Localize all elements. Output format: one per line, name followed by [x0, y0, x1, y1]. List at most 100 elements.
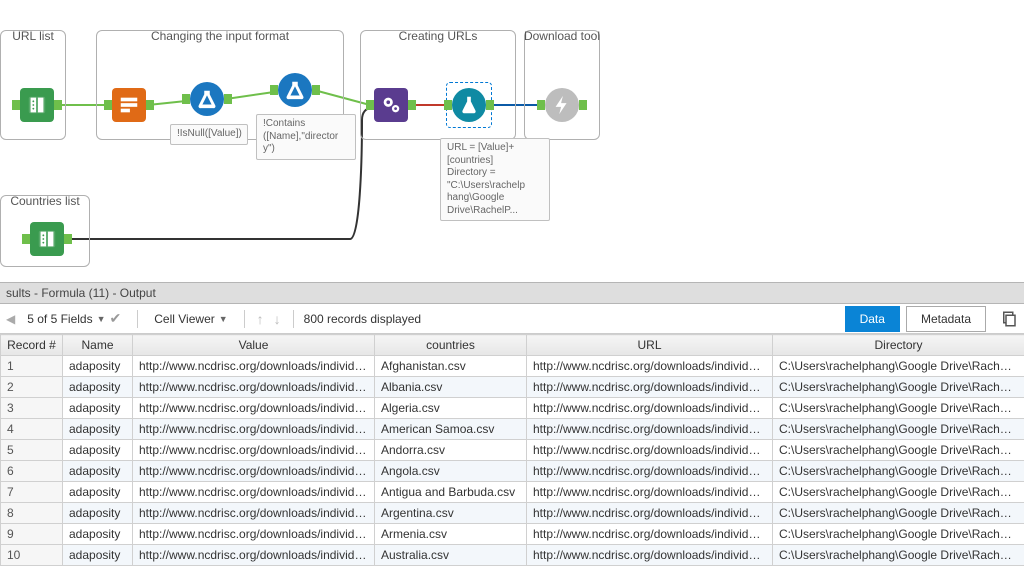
tool-formula1[interactable]	[190, 82, 224, 116]
tab-metadata[interactable]: Metadata	[906, 306, 986, 332]
input-port[interactable]	[537, 100, 545, 110]
cell[interactable]: adaposity	[63, 440, 133, 461]
cell[interactable]: http://www.ncdrisc.org/downloads/individ…	[527, 377, 773, 398]
output-port[interactable]	[64, 234, 72, 244]
cell[interactable]: 6	[1, 461, 63, 482]
cell[interactable]: Argentina.csv	[375, 503, 527, 524]
cell[interactable]: C:\Users\rachelphang\Google Drive\Rachel…	[773, 461, 1024, 482]
cell[interactable]: http://www.ncdrisc.org/downloads/individ…	[133, 356, 375, 377]
cell[interactable]: Andorra.csv	[375, 440, 527, 461]
output-port[interactable]	[408, 100, 416, 110]
cell[interactable]: http://www.ncdrisc.org/downloads/individ…	[527, 398, 773, 419]
cell[interactable]: http://www.ncdrisc.org/downloads/individ…	[527, 545, 773, 566]
cell[interactable]: http://www.ncdrisc.org/downloads/individ…	[527, 461, 773, 482]
workflow-canvas[interactable]: URL listChanging the input formatCreatin…	[0, 0, 1024, 282]
cell[interactable]: American Samoa.csv	[375, 419, 527, 440]
cell[interactable]: http://www.ncdrisc.org/downloads/individ…	[133, 545, 375, 566]
cell[interactable]: adaposity	[63, 377, 133, 398]
cell[interactable]: C:\Users\rachelphang\Google Drive\Rachel…	[773, 398, 1024, 419]
input-port[interactable]	[444, 100, 452, 110]
tool-input1[interactable]	[20, 88, 54, 122]
sort-down-icon[interactable]: ↓	[272, 311, 283, 327]
cell[interactable]: Armenia.csv	[375, 524, 527, 545]
cell[interactable]: C:\Users\rachelphang\Google Drive\Rachel…	[773, 440, 1024, 461]
cell[interactable]: adaposity	[63, 356, 133, 377]
cell[interactable]: http://www.ncdrisc.org/downloads/individ…	[133, 524, 375, 545]
cell[interactable]: adaposity	[63, 398, 133, 419]
cell[interactable]: Antigua and Barbuda.csv	[375, 482, 527, 503]
tool-download[interactable]	[545, 88, 579, 122]
column-header[interactable]: Directory	[773, 335, 1024, 356]
column-header[interactable]: Record #	[1, 335, 63, 356]
cell[interactable]: C:\Users\rachelphang\Google Drive\Rachel…	[773, 482, 1024, 503]
table-row[interactable]: 10adaposityhttp://www.ncdrisc.org/downlo…	[1, 545, 1024, 566]
table-row[interactable]: 7adaposityhttp://www.ncdrisc.org/downloa…	[1, 482, 1024, 503]
cell[interactable]: 1	[1, 356, 63, 377]
copy-icon[interactable]	[1000, 310, 1018, 328]
column-header[interactable]: countries	[375, 335, 527, 356]
cell[interactable]: http://www.ncdrisc.org/downloads/individ…	[527, 419, 773, 440]
cell[interactable]: Australia.csv	[375, 545, 527, 566]
cell[interactable]: http://www.ncdrisc.org/downloads/individ…	[133, 503, 375, 524]
cell[interactable]: http://www.ncdrisc.org/downloads/individ…	[133, 440, 375, 461]
cell[interactable]: adaposity	[63, 461, 133, 482]
output-port[interactable]	[579, 100, 587, 110]
cell[interactable]: adaposity	[63, 503, 133, 524]
table-row[interactable]: 8adaposityhttp://www.ncdrisc.org/downloa…	[1, 503, 1024, 524]
cell[interactable]: C:\Users\rachelphang\Google Drive\Rachel…	[773, 545, 1024, 566]
cell[interactable]: Angola.csv	[375, 461, 527, 482]
input-port[interactable]	[270, 85, 278, 95]
output-port[interactable]	[486, 100, 494, 110]
cell[interactable]: C:\Users\rachelphang\Google Drive\Rachel…	[773, 524, 1024, 545]
column-header[interactable]: URL	[527, 335, 773, 356]
cell[interactable]: http://www.ncdrisc.org/downloads/individ…	[133, 377, 375, 398]
cell[interactable]: http://www.ncdrisc.org/downloads/individ…	[133, 482, 375, 503]
cell[interactable]: 7	[1, 482, 63, 503]
column-header[interactable]: Name	[63, 335, 133, 356]
cell[interactable]: http://www.ncdrisc.org/downloads/individ…	[133, 419, 375, 440]
cell[interactable]: adaposity	[63, 545, 133, 566]
results-grid[interactable]: Record #NameValuecountriesURLDirectory 1…	[0, 334, 1024, 566]
tool-textcols[interactable]	[112, 88, 146, 122]
tool-input2[interactable]	[30, 222, 64, 256]
input-port[interactable]	[366, 100, 374, 110]
cell[interactable]: 9	[1, 524, 63, 545]
table-row[interactable]: 9adaposityhttp://www.ncdrisc.org/downloa…	[1, 524, 1024, 545]
input-port[interactable]	[22, 234, 30, 244]
cell[interactable]: 8	[1, 503, 63, 524]
cell[interactable]: http://www.ncdrisc.org/downloads/individ…	[527, 482, 773, 503]
input-port[interactable]	[182, 94, 190, 104]
cell[interactable]: adaposity	[63, 419, 133, 440]
cell[interactable]: adaposity	[63, 482, 133, 503]
cell[interactable]: 10	[1, 545, 63, 566]
table-row[interactable]: 3adaposity http://www.ncdrisc.org/downloa…	[1, 398, 1024, 419]
cell[interactable]: 5	[1, 440, 63, 461]
cell[interactable]: 2	[1, 377, 63, 398]
cell[interactable]: http://www.ncdrisc.org/downloads/individ…	[527, 356, 773, 377]
table-row[interactable]: 2adaposityhttp://www.ncdrisc.org/downloa…	[1, 377, 1024, 398]
table-row[interactable]: 5adaposityhttp://www.ncdrisc.org/downloa…	[1, 440, 1024, 461]
tab-data[interactable]: Data	[845, 306, 900, 332]
table-row[interactable]: 4adaposityhttp://www.ncdrisc.org/downloa…	[1, 419, 1024, 440]
cell[interactable]: Algeria.csv	[375, 398, 527, 419]
cell[interactable]: http://www.ncdrisc.org/downloads/individ…	[527, 503, 773, 524]
container-creating[interactable]: Creating URLs	[360, 30, 516, 140]
cell[interactable]: 3	[1, 398, 63, 419]
cell[interactable]: http://www.ncdrisc.org/downloads/individ…	[133, 461, 375, 482]
cell[interactable]: http://www.ncdrisc.org/downloads/individ…	[527, 440, 773, 461]
tool-formula3[interactable]	[452, 88, 486, 122]
edge-scroll[interactable]: ◀	[6, 312, 15, 326]
cell[interactable]: C:\Users\rachelphang\Google Drive\Rachel…	[773, 356, 1024, 377]
cell[interactable]: Albania.csv	[375, 377, 527, 398]
cell[interactable]: Afghanistan.csv	[375, 356, 527, 377]
fields-selector[interactable]: 5 of 5 Fields ▼ ✔	[21, 308, 127, 329]
column-header[interactable]: Value	[133, 335, 375, 356]
input-port[interactable]	[12, 100, 20, 110]
cell[interactable]: C:\Users\rachelphang\Google Drive\Rachel…	[773, 377, 1024, 398]
table-row[interactable]: 6adaposityhttp://www.ncdrisc.org/downloa…	[1, 461, 1024, 482]
tool-join[interactable]	[374, 88, 408, 122]
container-download[interactable]: Download tool	[524, 30, 600, 140]
cell[interactable]: 4	[1, 419, 63, 440]
cell[interactable]: C:\Users\rachelphang\Google Drive\Rachel…	[773, 419, 1024, 440]
output-port[interactable]	[54, 100, 62, 110]
